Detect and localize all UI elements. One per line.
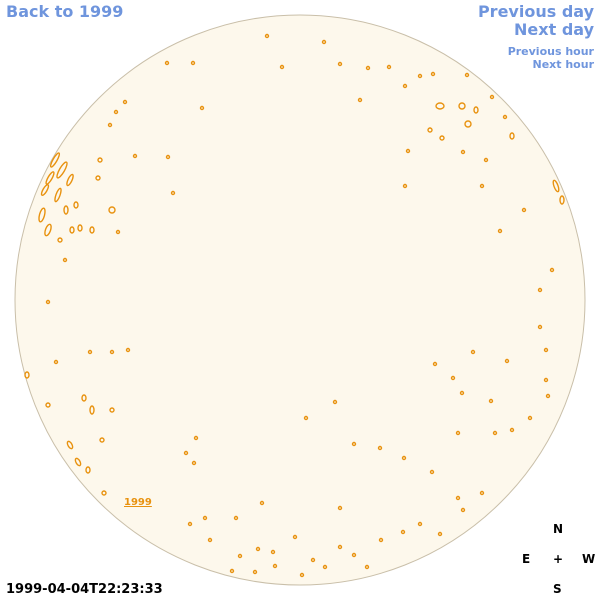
magnetic-region-contours	[24, 33, 565, 578]
previous-hour-link[interactable]: Previous hour	[507, 45, 594, 58]
compass-east-label: E	[522, 552, 531, 566]
next-hour-link[interactable]: Next hour	[532, 58, 595, 71]
previous-day-link[interactable]: Previous day	[477, 2, 594, 21]
year-link[interactable]: 1999	[124, 497, 152, 508]
compass-south-label: S	[553, 582, 562, 596]
compass-center-icon: +	[553, 552, 564, 566]
back-to-year-link[interactable]: Back to 1999	[6, 2, 124, 21]
compass-west-label: W	[582, 552, 596, 566]
compass-north-label: N	[553, 522, 564, 536]
next-day-link[interactable]: Next day	[514, 20, 594, 39]
solar-disk	[14, 14, 586, 586]
observation-timestamp: 1999-04-04T22:23:33	[6, 582, 163, 597]
